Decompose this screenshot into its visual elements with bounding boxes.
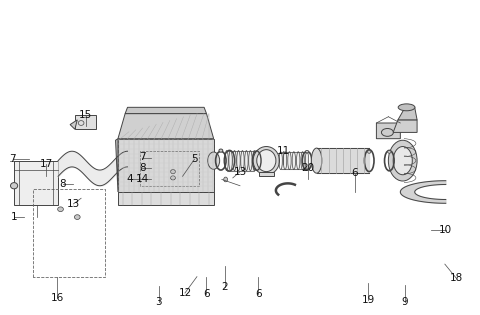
Text: 1: 1 [11, 212, 17, 222]
Text: 9: 9 [402, 297, 408, 307]
Ellipse shape [382, 129, 394, 136]
Polygon shape [118, 139, 214, 192]
Text: 12: 12 [179, 288, 192, 298]
Ellipse shape [74, 215, 80, 220]
Polygon shape [70, 120, 77, 129]
Ellipse shape [208, 152, 220, 169]
Ellipse shape [388, 151, 391, 153]
Text: 13: 13 [67, 199, 80, 209]
Text: 6: 6 [255, 289, 262, 299]
Ellipse shape [219, 149, 223, 152]
Polygon shape [75, 115, 96, 129]
Polygon shape [398, 107, 417, 120]
Text: 20: 20 [301, 163, 314, 174]
Text: 8: 8 [139, 163, 145, 173]
Text: 8: 8 [60, 179, 66, 189]
Text: 10: 10 [439, 225, 452, 235]
Text: 2: 2 [221, 282, 228, 292]
Polygon shape [393, 120, 417, 132]
Text: 5: 5 [191, 154, 198, 164]
Polygon shape [125, 107, 206, 114]
Ellipse shape [58, 207, 63, 212]
Polygon shape [118, 114, 214, 139]
Ellipse shape [224, 177, 228, 182]
Text: 4: 4 [127, 175, 133, 185]
Ellipse shape [368, 151, 371, 153]
Text: 11: 11 [276, 146, 290, 156]
Ellipse shape [388, 140, 417, 181]
Polygon shape [400, 181, 446, 203]
Text: 7: 7 [9, 154, 16, 164]
Ellipse shape [393, 146, 412, 175]
Text: 17: 17 [39, 159, 53, 169]
Text: 16: 16 [50, 293, 64, 303]
Text: 6: 6 [203, 289, 210, 299]
Text: 15: 15 [79, 110, 93, 120]
Text: 18: 18 [450, 273, 463, 283]
Polygon shape [116, 139, 118, 192]
Ellipse shape [312, 148, 322, 173]
Polygon shape [259, 172, 274, 176]
Text: 7: 7 [139, 152, 145, 163]
Polygon shape [376, 123, 400, 139]
Text: 13: 13 [233, 167, 247, 177]
Ellipse shape [305, 151, 309, 153]
Ellipse shape [257, 150, 276, 172]
Text: 3: 3 [156, 297, 162, 307]
Ellipse shape [170, 169, 175, 174]
Ellipse shape [398, 104, 415, 111]
Polygon shape [14, 161, 58, 204]
Text: 6: 6 [351, 168, 358, 178]
Text: 19: 19 [361, 295, 375, 305]
Text: 14: 14 [136, 174, 149, 184]
Ellipse shape [253, 146, 279, 175]
Ellipse shape [11, 183, 18, 189]
Ellipse shape [170, 176, 175, 180]
Polygon shape [118, 192, 214, 204]
